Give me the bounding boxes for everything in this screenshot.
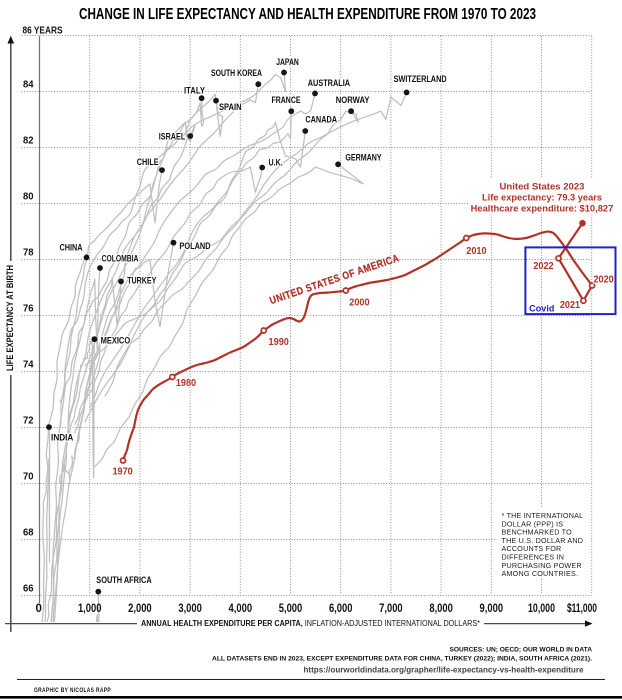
svg-text:86 YEARS: 86 YEARS [23, 26, 63, 37]
svg-text:70: 70 [23, 472, 34, 483]
svg-text:2020: 2020 [593, 274, 614, 285]
svg-text:JAPAN: JAPAN [276, 57, 299, 67]
svg-text:$11,000: $11,000 [567, 603, 597, 615]
svg-text:ITALY: ITALY [184, 86, 205, 96]
svg-text:Covid: Covid [529, 303, 554, 313]
svg-text:CHINA: CHINA [60, 242, 83, 252]
svg-text:PURCHASING POWER: PURCHASING POWER [502, 561, 582, 570]
svg-text:1980: 1980 [176, 378, 197, 389]
svg-text:SOUTH AFRICA: SOUTH AFRICA [96, 575, 152, 585]
svg-text:80: 80 [23, 192, 34, 203]
svg-text:1,000: 1,000 [78, 603, 102, 615]
svg-text:2010: 2010 [466, 246, 487, 257]
svg-text:https://ourworldindata.org/gra: https://ourworldindata.org/grapher/life-… [304, 666, 585, 675]
svg-text:66: 66 [23, 584, 34, 595]
svg-text:1990: 1990 [269, 337, 290, 348]
svg-text:84: 84 [23, 80, 34, 91]
svg-text:THE U.S. DOLLAR AND: THE U.S. DOLLAR AND [502, 536, 584, 545]
svg-text:LIFE EXPECTANCY AT BIRTH: LIFE EXPECTANCY AT BIRTH [5, 265, 15, 371]
svg-text:SOUTH KOREA: SOUTH KOREA [211, 68, 262, 78]
svg-text:2000: 2000 [349, 298, 370, 309]
svg-text:2022: 2022 [533, 261, 554, 272]
svg-text:0: 0 [35, 603, 41, 615]
svg-text:U.K.: U.K. [269, 157, 283, 167]
svg-text:CHILE: CHILE [137, 157, 159, 167]
svg-text:4,000: 4,000 [229, 603, 253, 615]
svg-text:GRAPHIC BY NICOLAS RAPP: GRAPHIC BY NICOLAS RAPP [34, 687, 111, 694]
svg-text:SPAIN: SPAIN [219, 102, 242, 112]
svg-text:9,000: 9,000 [480, 603, 504, 615]
svg-text:74: 74 [23, 360, 34, 371]
svg-text:CANADA: CANADA [305, 115, 337, 125]
svg-text:AMONG COUNTRIES.: AMONG COUNTRIES. [502, 569, 579, 578]
svg-text:82: 82 [23, 136, 34, 147]
svg-text:Life expectancy: 79.3 years: Life expectancy: 79.3 years [482, 192, 602, 202]
svg-text:8,000: 8,000 [429, 603, 453, 615]
svg-text:1970: 1970 [112, 466, 133, 477]
svg-text:10,000: 10,000 [528, 603, 555, 615]
svg-text:TURKEY: TURKEY [127, 275, 156, 285]
svg-text:POLAND: POLAND [179, 241, 211, 251]
svg-text:ISRAEL: ISRAEL [159, 132, 186, 142]
svg-text:CHANGE IN LIFE EXPECTANCY AND: CHANGE IN LIFE EXPECTANCY AND HEALTH EXP… [79, 6, 536, 23]
svg-text:MEXICO: MEXICO [101, 335, 131, 345]
svg-text:SOURCES: UN; OECD; OUR WORLD I: SOURCES: UN; OECD; OUR WORLD IN DATA [450, 646, 593, 653]
svg-text:COLOMBIA: COLOMBIA [102, 253, 139, 263]
svg-text:7,000: 7,000 [379, 603, 403, 615]
svg-text:72: 72 [23, 416, 34, 427]
svg-text:INDIA: INDIA [51, 433, 74, 443]
svg-text:DOLLAR (PPP) IS: DOLLAR (PPP) IS [502, 519, 564, 528]
svg-text:FRANCE: FRANCE [272, 95, 301, 105]
svg-text:DIFFERENCES IN: DIFFERENCES IN [502, 553, 565, 562]
svg-text:ANNUAL HEALTH EXPENDITURE PER: ANNUAL HEALTH EXPENDITURE PER CAPITA, IN… [141, 619, 480, 628]
svg-text:SWITZERLAND: SWITZERLAND [394, 74, 447, 84]
svg-text:2,000: 2,000 [128, 603, 152, 615]
svg-text:NORWAY: NORWAY [336, 95, 370, 105]
svg-text:68: 68 [23, 528, 34, 539]
svg-text:78: 78 [23, 248, 34, 259]
svg-text:AUSTRALIA: AUSTRALIA [308, 78, 351, 88]
svg-text:BENCHMARKED TO: BENCHMARKED TO [502, 528, 573, 537]
svg-text:3,000: 3,000 [178, 603, 202, 615]
svg-text:GERMANY: GERMANY [345, 153, 381, 163]
svg-text:United States 2023: United States 2023 [500, 181, 585, 191]
svg-text:ACCOUNTS FOR: ACCOUNTS FOR [502, 544, 562, 553]
svg-text:ALL DATASETS END IN 2023, EXCE: ALL DATASETS END IN 2023, EXCEPT EXPENDI… [212, 655, 592, 662]
svg-text:76: 76 [23, 304, 34, 315]
svg-text:5,000: 5,000 [279, 603, 303, 615]
svg-text:6,000: 6,000 [329, 603, 353, 615]
svg-text:Healthcare expenditure: $10,82: Healthcare expenditure: $10,827 [471, 204, 614, 214]
svg-text:2021: 2021 [560, 300, 581, 311]
svg-text:* THE INTERNATIONAL: * THE INTERNATIONAL [502, 511, 584, 520]
